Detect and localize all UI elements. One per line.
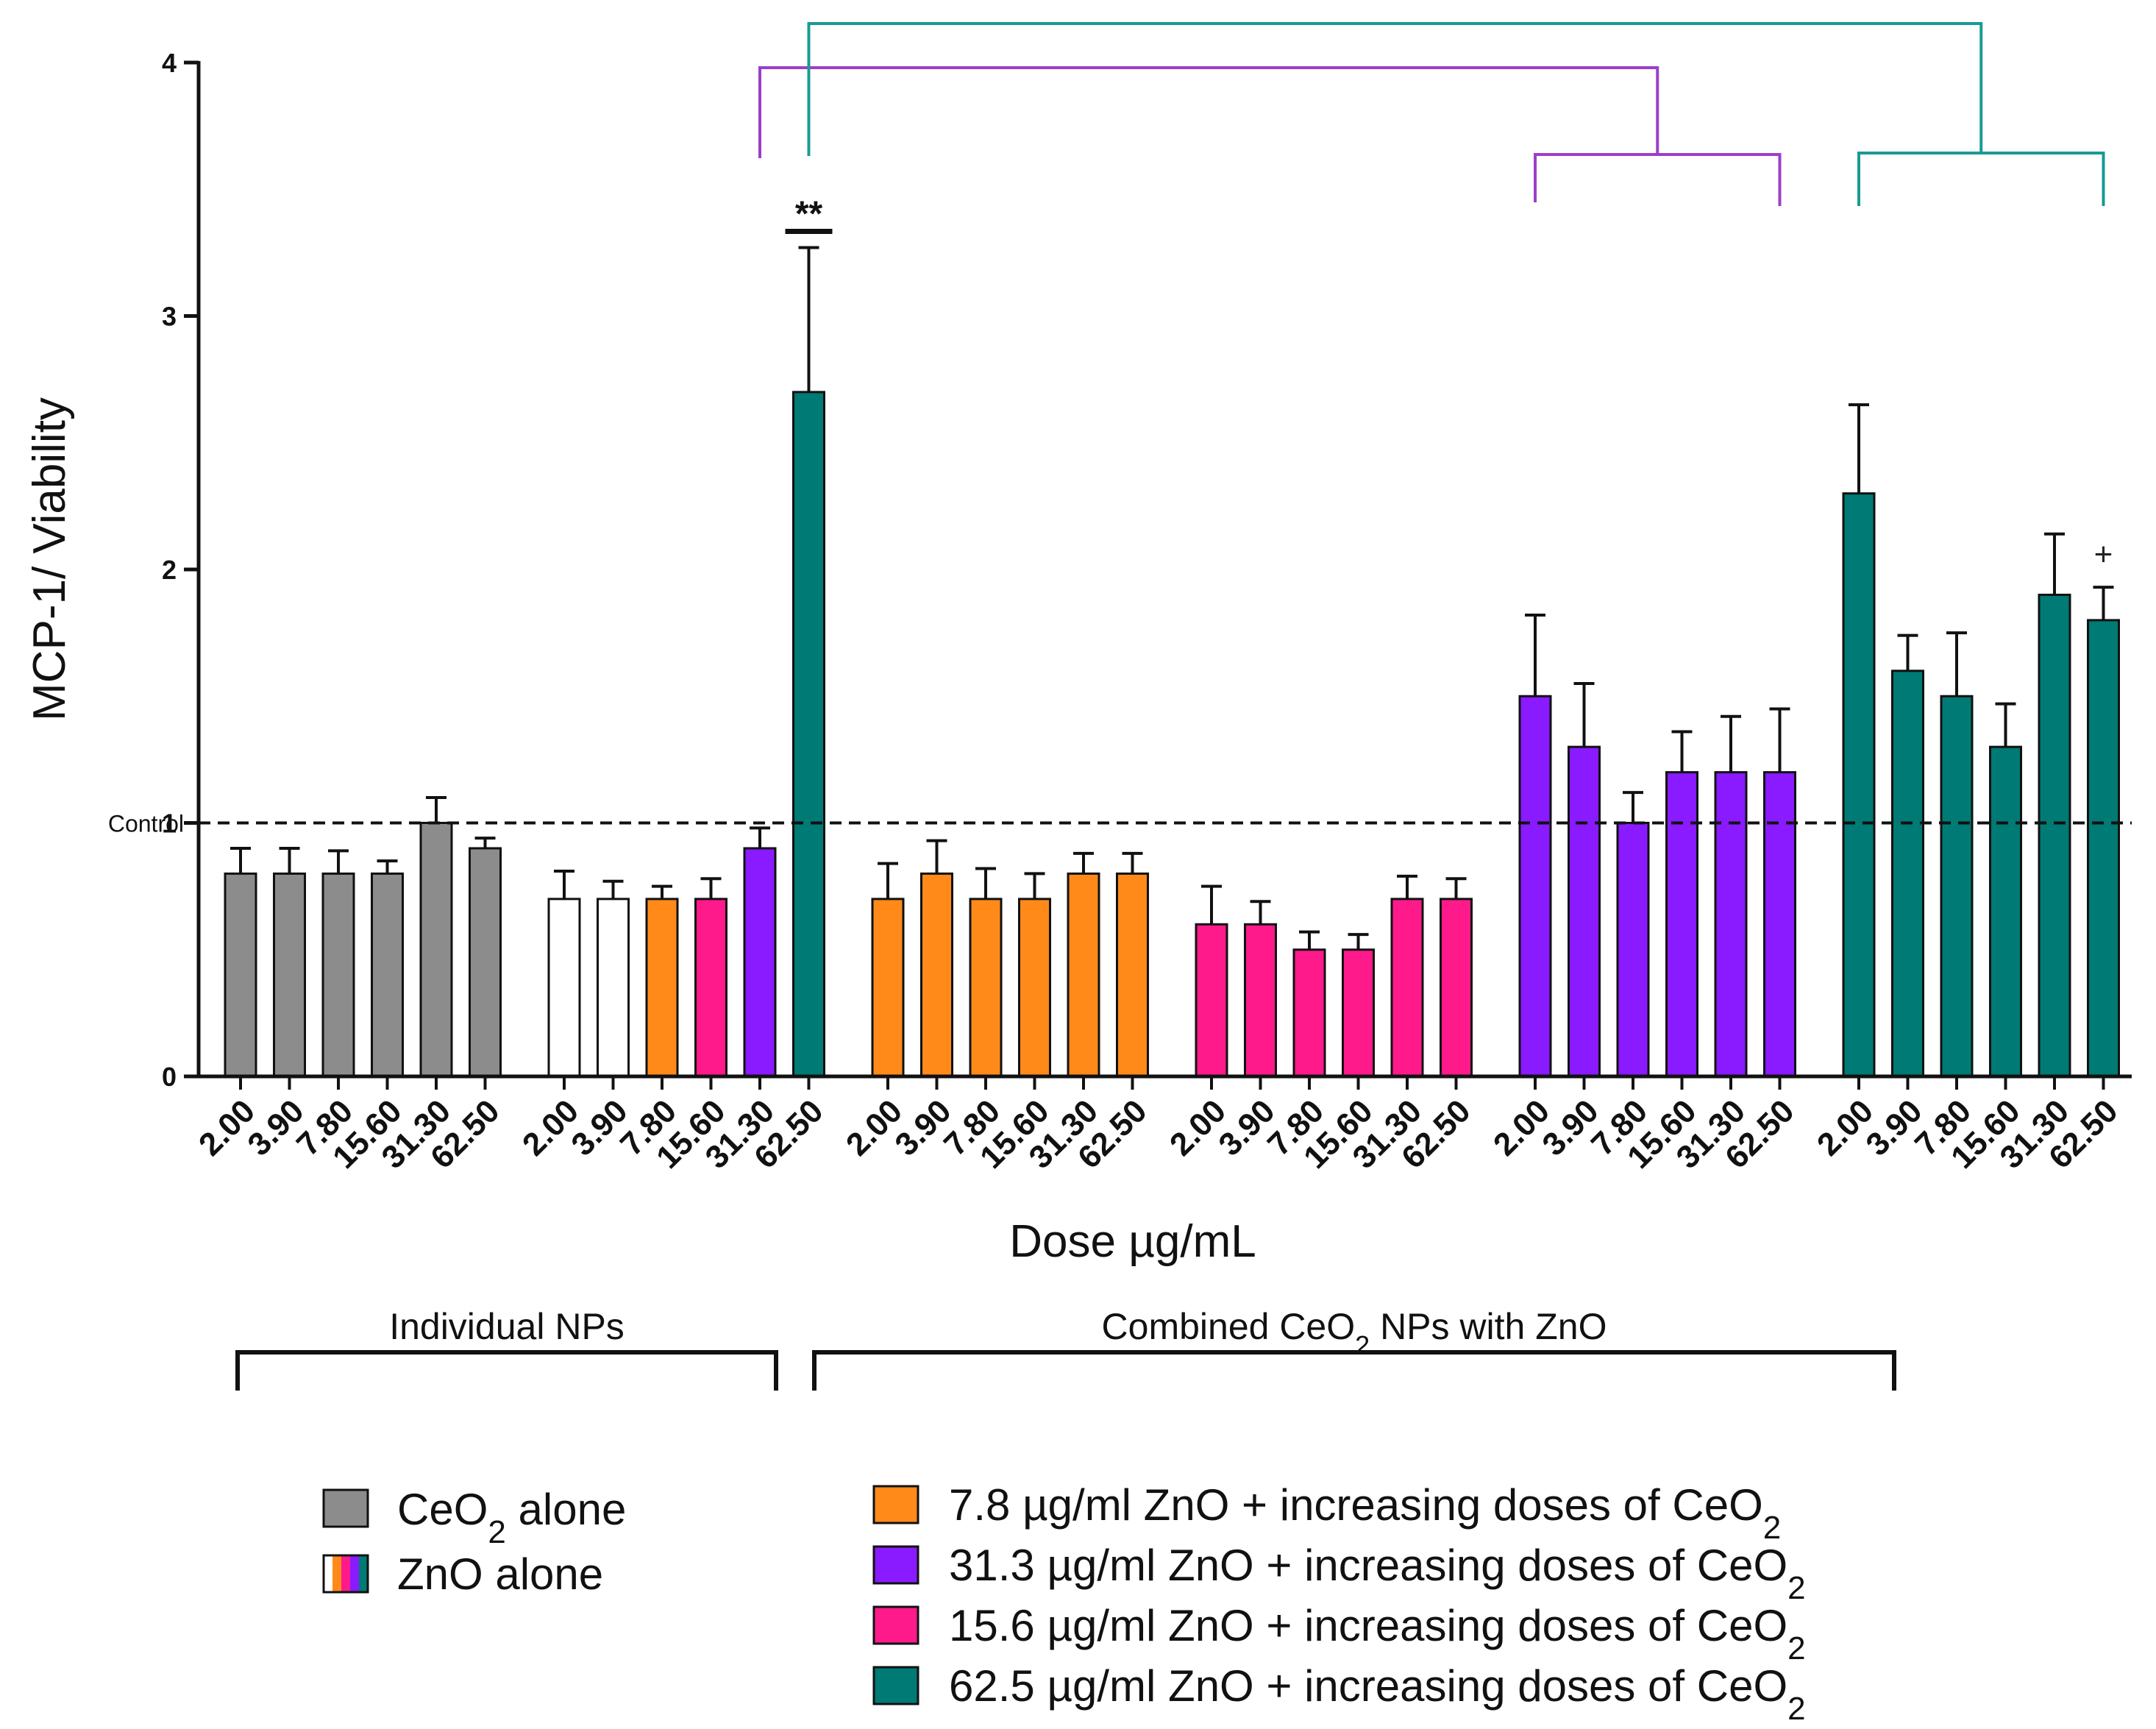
bar — [969, 898, 1003, 1078]
legend-swatch-combo — [872, 1545, 919, 1585]
bar — [1440, 898, 1473, 1078]
bar — [743, 847, 777, 1078]
combined-label: Combined CeO2 NPs with ZnO — [1102, 1306, 1607, 1360]
group-brackets: Individual NPs Combined CeO2 NPs with ZnO — [235, 1306, 1896, 1391]
purple-outer-bracket — [758, 66, 1659, 158]
bar — [694, 898, 727, 1078]
y-tick-label: 3 — [162, 302, 177, 332]
y-tick-label: 4 — [162, 48, 177, 78]
y-axis-label: MCP-1/ Viability — [24, 397, 75, 721]
bar — [419, 822, 453, 1078]
y-tick-label: 1 — [162, 809, 177, 839]
x-axis-label: Dose µg/mL — [1009, 1216, 1256, 1267]
legend-swatch-zno-segment — [350, 1555, 359, 1592]
bar — [1292, 948, 1326, 1078]
individual-label: Individual NPs — [389, 1306, 625, 1347]
legend-label-combo: 15.6 µg/ml ZnO + increasing doses of CeO… — [949, 1601, 1806, 1666]
axes-layer: Control 0 1 2 3 4 — [108, 48, 2132, 1092]
bar — [1067, 872, 1100, 1078]
bar — [1842, 492, 1876, 1078]
plus-marker: + — [2094, 536, 2113, 572]
bar — [1342, 948, 1375, 1078]
bar — [1116, 872, 1149, 1078]
bar — [871, 898, 905, 1078]
bar — [1989, 745, 2022, 1078]
bar — [920, 872, 953, 1078]
bar — [224, 872, 257, 1078]
legend-swatch-zno-segment — [324, 1555, 332, 1592]
bar — [2038, 593, 2071, 1078]
combined-bracket — [812, 1350, 1896, 1391]
teal-inner-bracket — [1857, 152, 2105, 206]
bar — [1018, 898, 1051, 1078]
bar — [1891, 670, 1924, 1078]
legend-swatch-zno-segment — [341, 1555, 350, 1592]
bar — [2087, 619, 2120, 1078]
legend-label-combo: 31.3 µg/ml ZnO + increasing doses of CeO… — [949, 1541, 1806, 1606]
individual-bracket — [235, 1350, 778, 1391]
bar — [1568, 745, 1601, 1078]
legend-label-combo: 62.5 µg/ml ZnO + increasing doses of CeO… — [949, 1661, 1806, 1727]
legend-label-ceo2: CeO2 alone — [397, 1485, 626, 1550]
teal-outer-bracket — [807, 22, 1983, 156]
purple-inner-bracket — [1534, 153, 1782, 206]
bar — [273, 872, 306, 1078]
significance-stars: ** — [795, 194, 823, 233]
bar — [597, 898, 630, 1078]
bar — [1195, 923, 1228, 1078]
bar — [1763, 771, 1796, 1078]
bar — [1244, 923, 1277, 1078]
significance-brackets: ** + — [758, 22, 2113, 572]
legend-swatch-zno-segment — [332, 1555, 341, 1592]
bar — [1518, 695, 1552, 1078]
control-label: Control — [108, 811, 184, 837]
bar — [1665, 771, 1698, 1078]
bar — [371, 872, 404, 1078]
bar — [469, 847, 502, 1078]
bar — [792, 391, 825, 1078]
legend-swatch-combo — [872, 1666, 919, 1705]
bar — [645, 898, 679, 1078]
legend-label-zno: ZnO alone — [397, 1549, 603, 1599]
bar — [1714, 771, 1748, 1078]
legend-swatch-combo — [872, 1605, 919, 1645]
bar — [321, 872, 355, 1078]
bar — [547, 898, 581, 1078]
bar — [1390, 898, 1424, 1078]
legend-label-combo: 7.8 µg/ml ZnO + increasing doses of CeO2 — [949, 1480, 1781, 1546]
legend-swatch-ceo2 — [322, 1488, 369, 1528]
bar — [1940, 695, 1974, 1078]
y-tick-label: 0 — [162, 1062, 177, 1092]
bar — [1616, 822, 1650, 1078]
bars-layer — [224, 246, 2120, 1078]
legend-swatch-zno-segment — [359, 1555, 368, 1592]
y-tick-label: 2 — [162, 555, 177, 585]
legend-swatch-zno — [322, 1554, 369, 1594]
legend-swatch-combo — [872, 1485, 919, 1524]
